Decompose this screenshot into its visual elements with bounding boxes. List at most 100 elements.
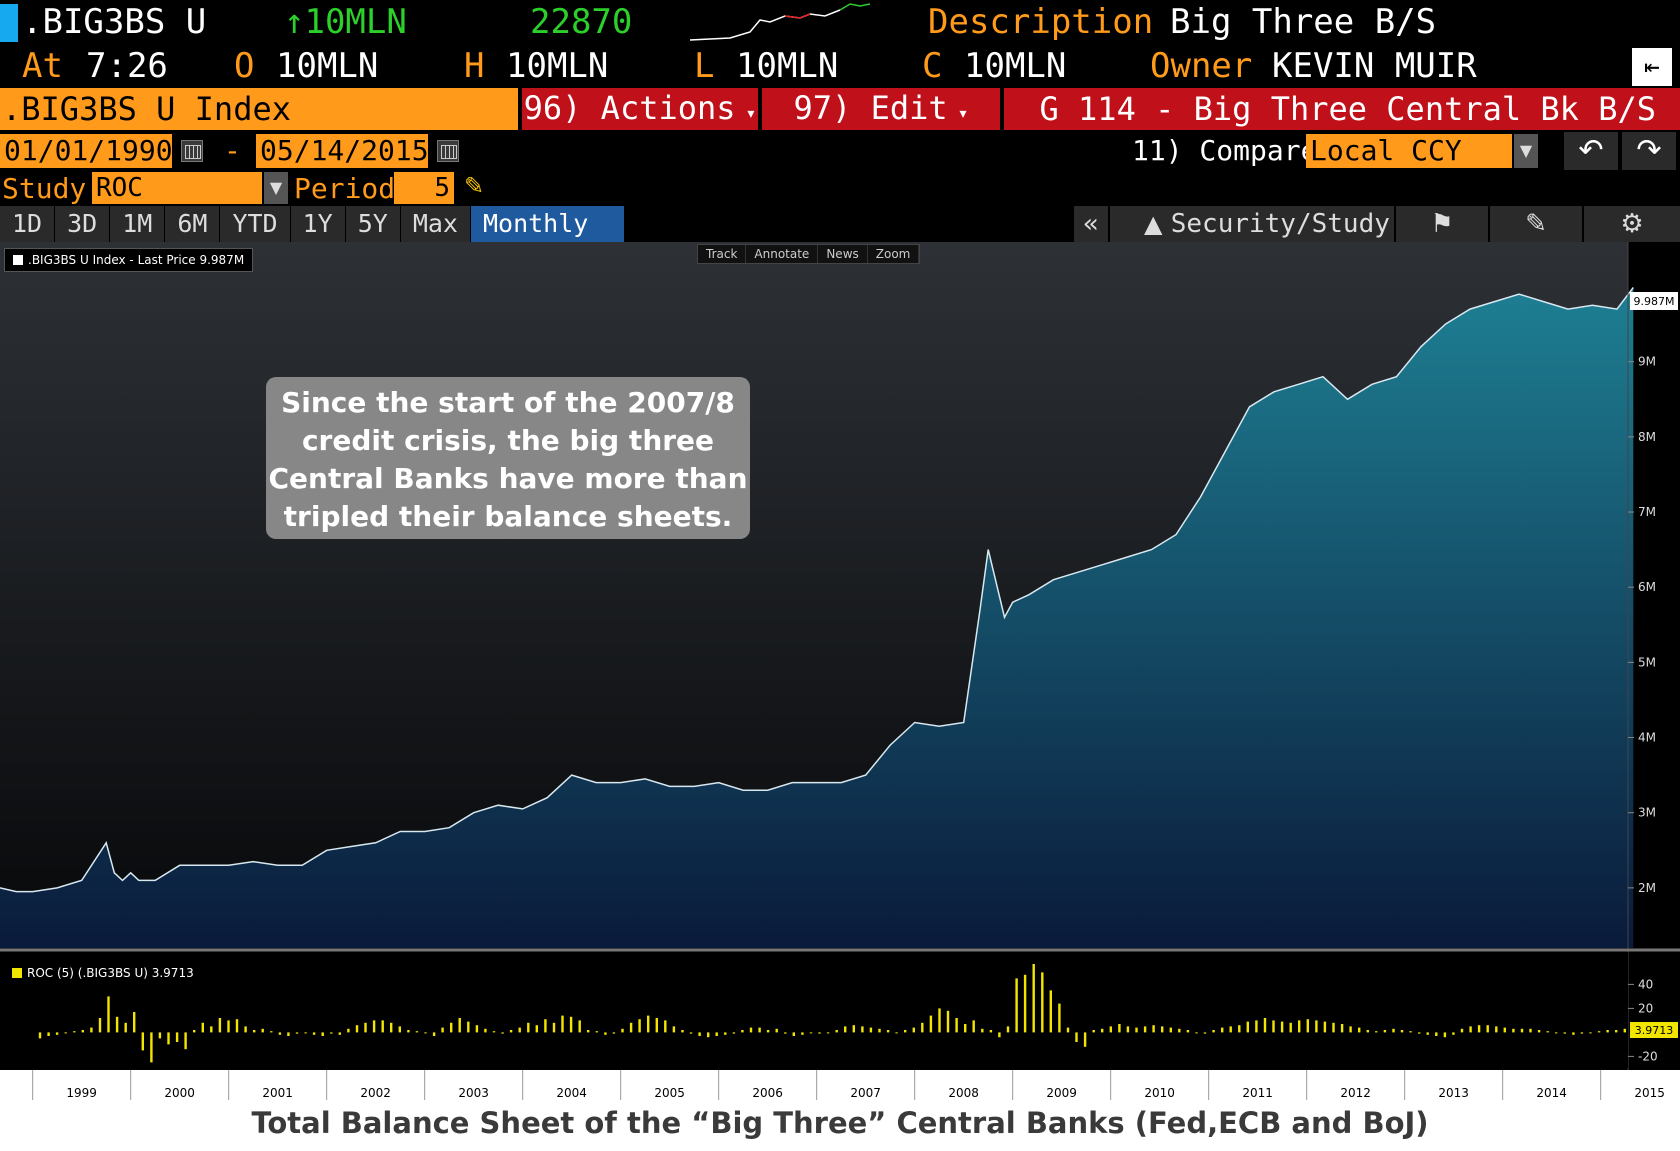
roc-bar [1306,1019,1309,1033]
roc-bar [441,1027,444,1033]
roc-bar [1135,1027,1138,1033]
index-name-field[interactable]: .BIG3BS U Index [0,88,518,130]
y-tick-label: 3M [1638,806,1656,820]
edit-menu-label: 97) Edit [793,89,948,127]
news-button[interactable]: News [818,245,868,263]
roc-bar [561,1015,564,1033]
roc-bar [201,1022,204,1033]
roc-bar [1186,1030,1190,1033]
chevron-down-icon[interactable]: ▼ [1514,134,1538,168]
roc-bar [98,1018,102,1033]
x-tick-label: 2011 [1242,1086,1273,1100]
roc-bar [133,1012,136,1033]
actions-menu-label: 96) Actions [523,89,736,127]
roc-bar [681,1030,684,1033]
roc-bar [1049,990,1052,1033]
roc-bar [981,1028,984,1033]
tab-1y[interactable]: 1Y [290,206,346,242]
roc-bar [578,1020,581,1033]
x-axis-band [0,1070,1680,1100]
security-study-button[interactable]: ▲ Security/Study [1110,206,1394,242]
undo-icon[interactable]: ↶ [1564,132,1618,170]
chart-caption: Total Balance Sheet of the “Big Three” C… [251,1106,1429,1140]
flag-icon[interactable]: ⚑ [1396,206,1488,242]
roc-bar [1460,1028,1464,1033]
tab-monthly[interactable]: Monthly ▼ [470,206,625,274]
compare-label[interactable]: 11) Compare [1132,134,1318,167]
roc-bar [655,1018,658,1033]
tab-ytd[interactable]: YTD [220,206,291,242]
roc-bar [672,1026,676,1033]
roc-bar [629,1022,633,1033]
gear-icon[interactable]: ⚙ [1584,206,1680,242]
high-label: H [464,46,485,86]
roc-bar [1563,1032,1566,1034]
tab-3d[interactable]: 3D [55,206,111,242]
redo-icon[interactable]: ↷ [1622,132,1676,170]
track-button[interactable]: Track [698,245,747,263]
roc-bar [715,1032,718,1036]
roc-bar [1537,1030,1541,1033]
pencil-icon[interactable]: ✎ [464,172,485,200]
tab-1d[interactable]: 1D [0,206,56,242]
export-icon[interactable]: ⇤ [1632,48,1672,86]
roc-bar [689,1032,693,1034]
roc-bar [1366,1030,1369,1033]
zoom-button[interactable]: Zoom [868,245,920,263]
tab-6m[interactable]: 6M [165,206,221,242]
roc-bar [1520,1028,1524,1033]
roc-legend[interactable]: ROC (5) (.BIG3BS U) 3.9713 [4,964,202,982]
roc-bar [912,1027,915,1033]
edit-chart-icon[interactable]: ✎ [1490,206,1582,242]
period-input[interactable]: 5 [394,172,454,204]
owner-value: KEVIN MUIR [1272,46,1477,86]
roc-bar [1032,964,1035,1033]
low-value: 10MLN [736,46,839,86]
start-date-field[interactable]: 01/01/1990 [0,134,173,168]
chevron-down-icon[interactable]: ▼ [264,172,288,204]
roc-bar [1606,1030,1609,1033]
roc-bar [801,1032,804,1035]
roc-bar [647,1015,650,1033]
edit-menu-button[interactable]: 97) Edit [762,88,1000,130]
compare-currency-select[interactable]: Local CCY [1306,134,1512,168]
roc-bar [835,1030,838,1033]
roc-bar [1392,1028,1395,1033]
price-legend[interactable]: .BIG3BS U Index - Last Price 9.987M [4,248,254,272]
roc-bar [621,1028,624,1033]
y-tick-label: 7M [1638,505,1656,519]
end-date-calendar-icon[interactable] [437,140,459,166]
annotate-button[interactable]: Annotate [746,245,819,263]
roc-bar [364,1022,367,1033]
study-select[interactable]: ROC [92,172,262,204]
x-tick-label: 2004 [556,1086,587,1100]
x-tick-label: 1999 [66,1086,97,1100]
y-tick-label: 6M [1638,580,1656,594]
start-date-calendar-icon[interactable] [181,140,203,166]
collapse-panel-button[interactable]: « [1074,206,1108,242]
roc-bar [432,1032,436,1036]
tab-5y[interactable]: 5Y [345,206,401,242]
price-legend-text: .BIG3BS U Index - Last Price 9.987M [28,253,245,267]
roc-bar [64,1032,67,1034]
roc-bar [1529,1028,1532,1033]
roc-bar [1546,1031,1549,1033]
tab-1m[interactable]: 1M [110,206,166,242]
y-tick-label: 4M [1638,731,1656,745]
actions-menu-button[interactable]: 96) Actions [522,88,758,130]
tab-max[interactable]: Max [400,206,471,242]
roc-tick-label: 20 [1638,1001,1653,1015]
roc-bar [407,1030,410,1033]
roc-bar [1238,1025,1241,1033]
roc-bar [1263,1018,1267,1033]
end-date-field[interactable]: 05/14/2015 [256,134,429,168]
roc-bar [1375,1031,1378,1033]
roc-bar [1323,1021,1327,1033]
roc-bar [955,1018,958,1033]
roc-bar [1075,1032,1078,1042]
study-label: Study [2,172,87,205]
roc-bar [1152,1025,1155,1033]
roc-bar [741,1030,744,1033]
roc-bar [1615,1030,1618,1033]
x-tick-label: 2000 [164,1086,195,1100]
